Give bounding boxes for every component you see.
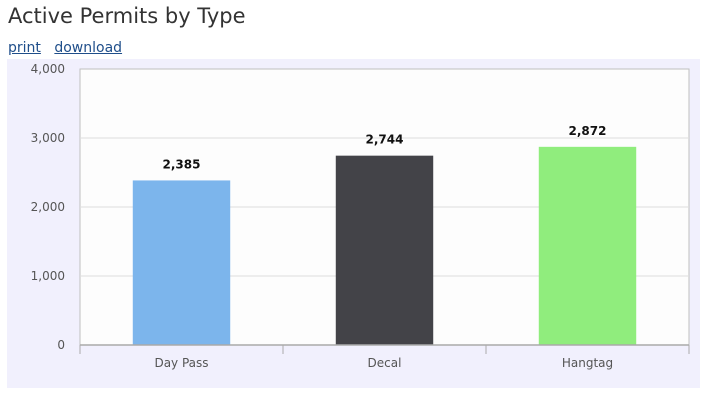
x-tick-label: Day Pass bbox=[154, 356, 208, 370]
page-title: Active Permits by Type bbox=[8, 4, 246, 28]
bar-chart: 0 1,000 2,000 3,000 4,000 2,385 2,744 2,872 Da… bbox=[31, 62, 690, 370]
x-tick-label: Decal bbox=[368, 356, 402, 370]
bar-hangtag bbox=[538, 146, 637, 345]
y-tick-label: 1,000 bbox=[31, 269, 65, 283]
data-label: 2,744 bbox=[366, 133, 404, 147]
bar-decal bbox=[335, 155, 434, 345]
data-label: 2,385 bbox=[163, 157, 201, 171]
action-links: print download bbox=[8, 40, 131, 56]
y-tick-label: 4,000 bbox=[31, 62, 65, 76]
download-link[interactable]: download bbox=[54, 40, 123, 56]
x-tick-label: Hangtag bbox=[562, 356, 613, 370]
x-axis: Day Pass Decal Hangtag bbox=[79, 344, 690, 370]
y-axis: 0 1,000 2,000 3,000 4,000 bbox=[31, 62, 65, 352]
bars: 2,385 2,744 2,872 bbox=[132, 124, 637, 345]
print-link[interactable]: print bbox=[8, 40, 41, 56]
data-label: 2,872 bbox=[569, 124, 607, 138]
y-tick-label: 0 bbox=[57, 338, 65, 352]
y-tick-label: 3,000 bbox=[31, 131, 65, 145]
bar-day-pass bbox=[132, 180, 231, 345]
y-tick-label: 2,000 bbox=[31, 200, 65, 214]
chart-panel: 0 1,000 2,000 3,000 4,000 2,385 2,744 2,872 Da… bbox=[7, 59, 700, 388]
